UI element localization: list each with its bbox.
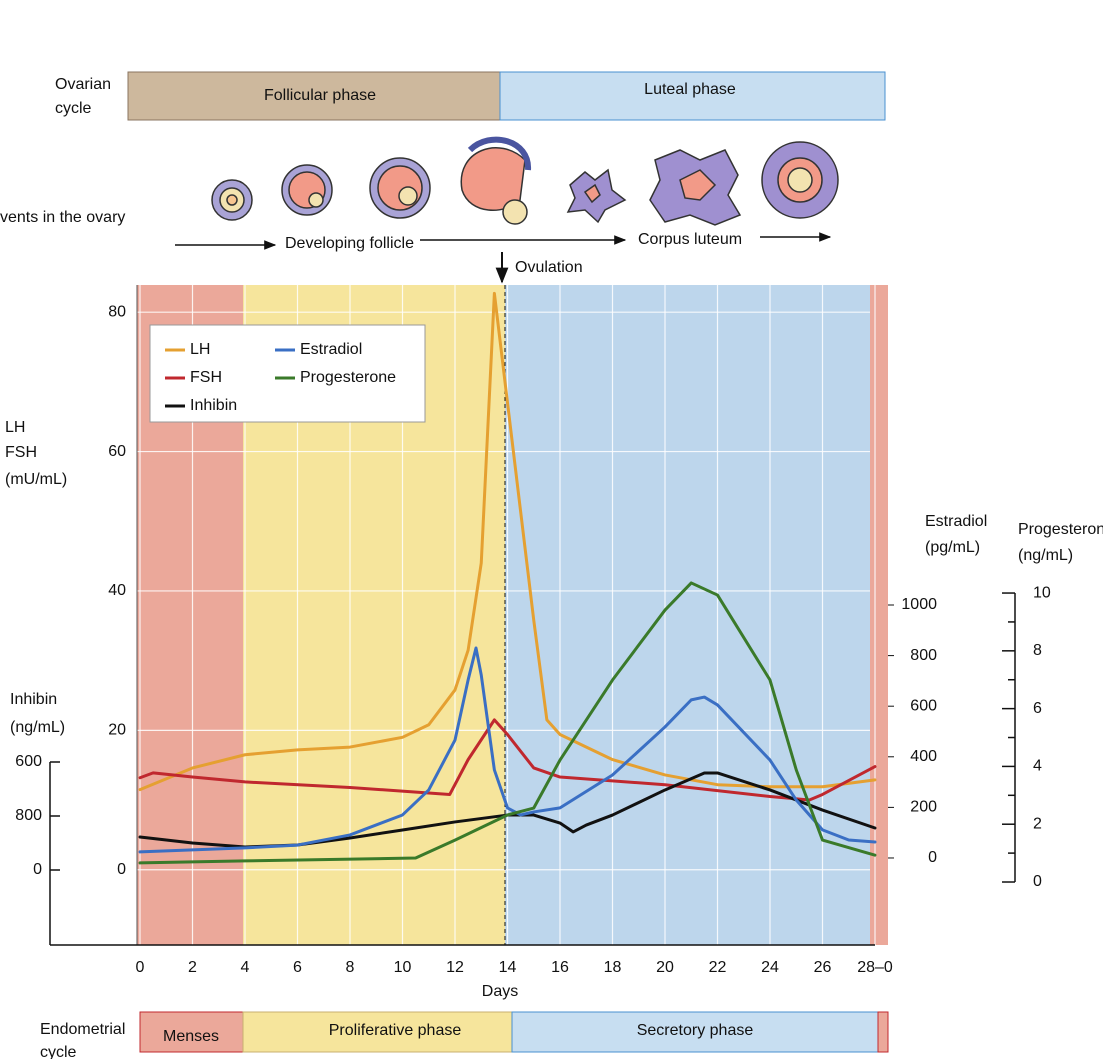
legend-label: Estradiol — [300, 341, 362, 358]
y3-tick-label: 6 — [1033, 700, 1042, 717]
menses-bar — [139, 1011, 244, 1053]
y2-tick-label: 0 — [928, 849, 937, 866]
series-line — [138, 291, 877, 792]
x-tick-label: 18 — [604, 959, 622, 976]
phase-label: Proliferative phase — [329, 1022, 462, 1039]
y3-tick-label: 10 — [1033, 584, 1051, 601]
follicular-bar — [127, 71, 501, 121]
y-tick-label: 60 — [108, 443, 126, 460]
y3-axis-title: (ng/mL) — [1018, 547, 1073, 564]
y-tick-label: 0 — [117, 861, 126, 878]
legend-label: Inhibin — [190, 397, 237, 414]
y2-tick-label: 1000 — [901, 596, 937, 613]
endometrial-label: Endometrial — [40, 1021, 125, 1038]
y3-axis-title: Progesterone — [1018, 521, 1103, 538]
y2-axis-title: (pg/mL) — [925, 539, 980, 556]
ovarian-label: cycle — [55, 100, 92, 117]
x-tick-label: 8 — [346, 959, 355, 976]
y-tick-label: 80 — [108, 303, 126, 320]
ovarian-label: Ovarian — [55, 76, 111, 93]
phase-label: Menses — [163, 1028, 219, 1045]
y2-axis-title: Estradiol — [925, 513, 987, 530]
x-tick-label: 26 — [814, 959, 832, 976]
x-tick-label: 2 — [188, 959, 197, 976]
y4-axis-title: Inhibin — [10, 691, 57, 708]
x-tick-label: 14 — [499, 959, 517, 976]
y4-tick-label: 800 — [15, 807, 42, 824]
events-label: vents in the ovary — [0, 209, 125, 226]
x-tick-label: 24 — [761, 959, 779, 976]
phase-label: Secretory phase — [637, 1022, 754, 1039]
stage-label: Corpus luteum — [638, 231, 742, 248]
y2-tick-label: 800 — [910, 647, 937, 664]
proliferative-bar — [242, 1011, 513, 1053]
y-axis-title: (mU/mL) — [5, 471, 67, 488]
y2-tick-label: 600 — [910, 697, 937, 714]
series-line — [138, 581, 877, 865]
y4-axis-title: (ng/mL) — [10, 719, 65, 736]
menses-band — [870, 285, 888, 945]
x-tick-label: 4 — [241, 959, 250, 976]
y3-tick-label: 0 — [1033, 873, 1042, 890]
y4-tick-label: 600 — [15, 753, 42, 770]
phase-label: Luteal phase — [644, 81, 736, 98]
series-line — [138, 646, 877, 854]
x-tick-label: 22 — [709, 959, 727, 976]
y-axis-title: FSH — [5, 444, 37, 461]
x-tick-label: 0 — [136, 959, 145, 976]
legend-label: Progesterone — [300, 369, 396, 386]
y-axis-title: LH — [5, 419, 25, 436]
y3-tick-label: 2 — [1033, 815, 1042, 832]
x-tick-label: 28–0 — [857, 959, 893, 976]
x-tick-label: 6 — [293, 959, 302, 976]
y4-tick-label: 0 — [33, 861, 42, 878]
legend-box — [149, 324, 426, 423]
y-tick-label: 40 — [108, 582, 126, 599]
legend-label: LH — [190, 341, 210, 358]
x-tick-label: 20 — [656, 959, 674, 976]
y3-tick-label: 4 — [1033, 758, 1042, 775]
x-tick-label: 16 — [551, 959, 569, 976]
secretory-band — [505, 285, 870, 945]
ovulation-label: Ovulation — [515, 259, 583, 276]
endometrial-label: cycle — [40, 1044, 77, 1059]
y-tick-label: 20 — [108, 722, 126, 739]
y3-tick-label: 8 — [1033, 642, 1042, 659]
luteal-bar — [499, 71, 886, 121]
x-tick-label: 10 — [394, 959, 412, 976]
menses-bar — [877, 1011, 889, 1053]
x-axis-title: Days — [482, 983, 518, 1000]
y2-tick-label: 200 — [910, 799, 937, 816]
phase-label: Follicular phase — [264, 87, 376, 104]
follicle-icons — [211, 136, 839, 226]
stage-label: Developing follicle — [285, 235, 414, 252]
y2-tick-label: 400 — [910, 748, 937, 765]
x-tick-label: 12 — [446, 959, 464, 976]
legend-label: FSH — [190, 369, 222, 386]
